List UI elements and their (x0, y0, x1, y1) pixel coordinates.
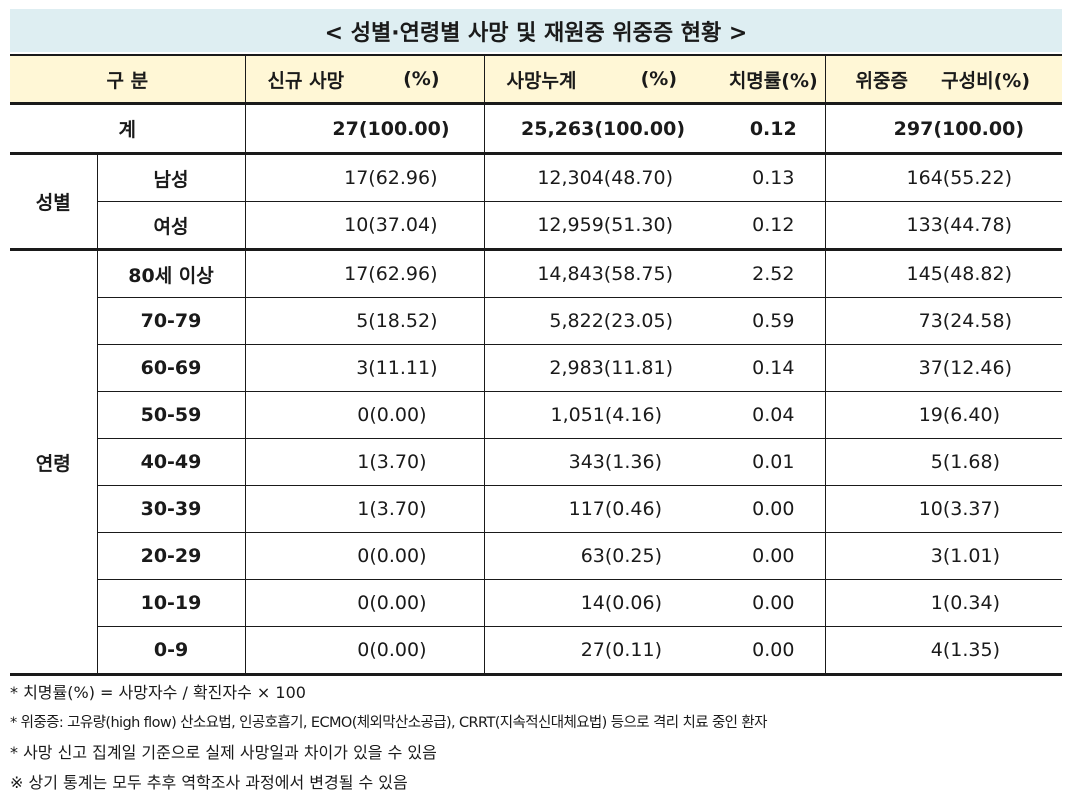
table-row: 여성 10(37.04) 12,959(51.30) 0.12 133(44.7… (10, 201, 1063, 251)
cell-new-deaths: 10(37.04) (244, 201, 485, 251)
cell-severe: 145(48.82) (824, 249, 1063, 298)
table-row: 0-9 0(0.00) 27(0.11) 0.00 4(1.35) (10, 626, 1063, 676)
row-label: 40-49 (96, 438, 246, 486)
cell-fatality-rate: 0.00 (722, 579, 826, 627)
cell-fatality-rate: 0.00 (722, 532, 826, 580)
death-severe-table: 구 분 신규 사망 (%) 사망누계 (%) 치명률(%) 위중증 구성비(%)… (10, 54, 1063, 676)
cell-severe: 37(12.46) (824, 344, 1063, 392)
footnote-severe-definition: * 위중증: 고유량(high flow) 산소요법, 인공호흡기, ECMO(… (10, 715, 768, 731)
cell-new-deaths: 0(0.00) (244, 391, 485, 439)
group-label-age: 연령 (10, 249, 97, 676)
row-label: 여성 (96, 201, 246, 251)
header-new-deaths-pct: (%) (403, 68, 440, 90)
row-label: 50-59 (96, 391, 246, 439)
cell-severe: 1(0.34) (824, 579, 1063, 627)
cell-cum-deaths: 63(0.25) (483, 532, 723, 580)
cell-cum-deaths: 1,051(4.16) (483, 391, 723, 439)
cell-cum-deaths: 14,843(58.75) (483, 249, 723, 298)
total-label: 계 (10, 103, 246, 155)
table-row: 성별 남성 17(62.96) 12,304(48.70) 0.13 164(5… (10, 153, 1063, 251)
cell-new-deaths: 0(0.00) (244, 626, 485, 676)
header-cum-deaths: 사망누계 (506, 69, 577, 92)
cell-fatality-rate: 0.04 (722, 391, 826, 439)
row-label: 70-79 (96, 297, 246, 345)
total-severe: 297(100.00) (824, 103, 1063, 155)
cell-severe: 19(6.40) (824, 391, 1063, 439)
total-row: 계 27(100.00) 25,263(100.00) 0.12 297(100… (10, 103, 1063, 155)
cell-cum-deaths: 12,959(51.30) (483, 201, 723, 251)
row-label: 10-19 (96, 579, 246, 627)
header-severe-cell: 위중증 구성비(%) (824, 54, 1063, 105)
cell-severe: 4(1.35) (824, 626, 1063, 676)
cell-fatality-rate: 0.59 (722, 297, 826, 345)
cell-new-deaths: 5(18.52) (244, 297, 485, 345)
cell-cum-deaths: 27(0.11) (483, 626, 723, 676)
header-category: 구 분 (10, 54, 246, 105)
cell-new-deaths: 0(0.00) (244, 579, 485, 627)
header-fatality-rate: 치명률(%) (722, 54, 826, 105)
cell-new-deaths: 3(11.11) (244, 344, 485, 392)
cell-cum-deaths: 12,304(48.70) (483, 153, 723, 202)
header-new-deaths: 신규 사망 (267, 69, 345, 92)
cell-cum-deaths: 5,822(23.05) (483, 297, 723, 345)
group-label-sex: 성별 (10, 153, 97, 251)
table-row: 10-19 0(0.00) 14(0.06) 0.00 1(0.34) (10, 579, 1063, 627)
row-label: 남성 (96, 153, 246, 202)
header-row: 구 분 신규 사망 (%) 사망누계 (%) 치명률(%) 위중증 구성비(%) (10, 54, 1063, 105)
header-cum-deaths-cell: 사망누계 (%) (483, 54, 723, 105)
cell-severe: 133(44.78) (824, 201, 1063, 251)
header-new-deaths-cell: 신규 사망 (%) (244, 54, 485, 105)
cell-new-deaths: 1(3.70) (244, 438, 485, 486)
footnote-fatality-rate: * 치명률(%) = 사망자수 / 확진자수 × 100 (10, 683, 306, 702)
cell-new-deaths: 1(3.70) (244, 485, 485, 533)
total-cum-deaths: 25,263(100.00) (483, 103, 723, 155)
table-row: 50-59 0(0.00) 1,051(4.16) 0.04 19(6.40) (10, 391, 1063, 439)
cell-new-deaths: 17(62.96) (244, 249, 485, 298)
cell-fatality-rate: 0.01 (722, 438, 826, 486)
cell-fatality-rate: 2.52 (722, 249, 826, 298)
header-cum-deaths-pct: (%) (640, 68, 678, 90)
cell-fatality-rate: 0.00 (722, 626, 826, 676)
row-label: 60-69 (96, 344, 246, 392)
cell-new-deaths: 17(62.96) (244, 153, 485, 202)
table-row: 연령 80세 이상 17(62.96) 14,843(58.75) 2.52 1… (10, 249, 1063, 676)
cell-severe: 3(1.01) (824, 532, 1063, 580)
cell-fatality-rate: 0.13 (722, 153, 826, 202)
table-row: 20-29 0(0.00) 63(0.25) 0.00 3(1.01) (10, 532, 1063, 580)
total-new-deaths: 27(100.00) (244, 103, 485, 155)
row-label: 30-39 (96, 485, 246, 533)
header-severe: 위중증 (855, 69, 908, 92)
cell-fatality-rate: 0.12 (722, 201, 826, 251)
cell-cum-deaths: 117(0.46) (483, 485, 723, 533)
cell-fatality-rate: 0.14 (722, 344, 826, 392)
cell-cum-deaths: 343(1.36) (483, 438, 723, 486)
row-label: 80세 이상 (96, 249, 246, 298)
cell-severe: 164(55.22) (824, 153, 1063, 202)
cell-cum-deaths: 2,983(11.81) (483, 344, 723, 392)
table-title: < 성별·연령별 사망 및 재원중 위중증 현황 > (10, 9, 1062, 52)
cell-severe: 73(24.58) (824, 297, 1063, 345)
table-row: 40-49 1(3.70) 343(1.36) 0.01 5(1.68) (10, 438, 1063, 486)
header-severe-ratio: 구성비(%) (941, 69, 1031, 92)
cell-fatality-rate: 0.00 (722, 485, 826, 533)
row-label: 20-29 (96, 532, 246, 580)
total-fatality-rate: 0.12 (722, 103, 826, 155)
row-label: 0-9 (96, 626, 246, 676)
footnote-subject-to-change: ※ 상기 통계는 모두 추후 역학조사 과정에서 변경될 수 있음 (10, 773, 408, 792)
cell-severe: 10(3.37) (824, 485, 1063, 533)
table-row: 60-69 3(11.11) 2,983(11.81) 0.14 37(12.4… (10, 344, 1063, 392)
cell-cum-deaths: 14(0.06) (483, 579, 723, 627)
table-row: 70-79 5(18.52) 5,822(23.05) 0.59 73(24.5… (10, 297, 1063, 345)
table-row: 30-39 1(3.70) 117(0.46) 0.00 10(3.37) (10, 485, 1063, 533)
cell-new-deaths: 0(0.00) (244, 532, 485, 580)
footnote-report-date: * 사망 신고 집계일 기준으로 실제 사망일과 차이가 있을 수 있음 (10, 743, 437, 762)
cell-severe: 5(1.68) (824, 438, 1063, 486)
footnotes: * 치명률(%) = 사망자수 / 확진자수 × 100 * 위중증: 고유량(… (10, 678, 1070, 798)
